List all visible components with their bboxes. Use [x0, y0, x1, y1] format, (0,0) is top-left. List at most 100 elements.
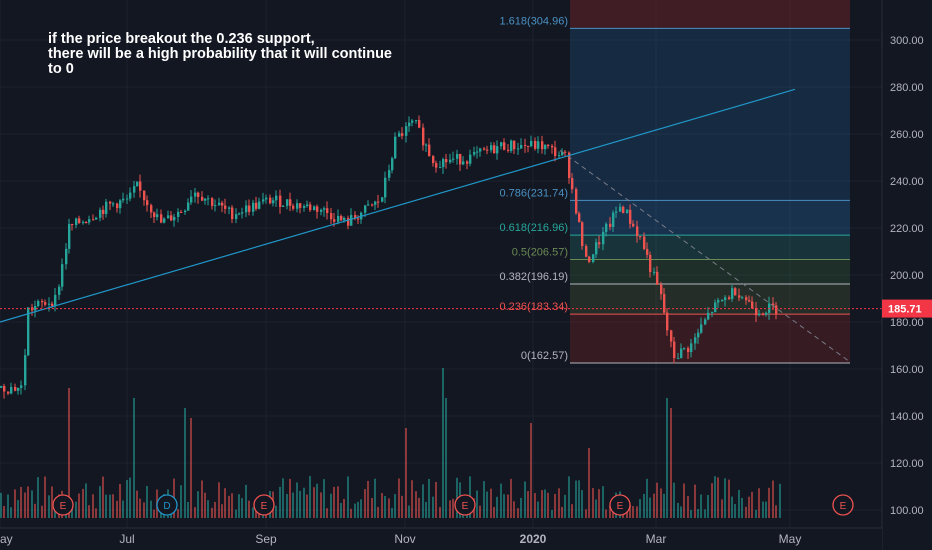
volume-bar — [394, 494, 396, 518]
volume-bar — [384, 495, 386, 518]
candle-body — [473, 152, 476, 155]
ascending-trendline — [0, 88, 796, 323]
volume-bar — [724, 478, 726, 518]
candle-body — [265, 197, 268, 200]
volume-bar — [551, 509, 553, 518]
volume-bar — [439, 506, 441, 518]
candle-body — [58, 286, 61, 295]
candle-body — [187, 202, 190, 211]
candle-body — [180, 211, 183, 213]
price-tick-label: 300.00 — [890, 35, 924, 47]
candle-body — [541, 141, 544, 150]
volume-bar — [643, 493, 645, 518]
volume-bar — [639, 499, 641, 518]
volume-bar — [371, 497, 373, 518]
candle-body — [660, 284, 663, 295]
volume-bar — [666, 398, 668, 518]
volume-bar — [609, 505, 611, 518]
volume-bar — [228, 495, 230, 518]
candle-body — [418, 120, 421, 128]
chart-annotation-text: if the price breakout the 0.236 support,… — [48, 32, 468, 77]
candle-body — [714, 302, 717, 313]
candle-body — [452, 158, 455, 160]
volume-bar — [418, 497, 420, 518]
volume-bar — [527, 491, 529, 518]
candle-body — [575, 189, 578, 214]
volume-bar — [721, 499, 723, 518]
candle-body — [286, 199, 289, 206]
volume-bar — [48, 495, 50, 518]
volume-bar — [422, 484, 424, 518]
candle-body — [14, 387, 17, 391]
time-tick-label: Jul — [119, 532, 134, 546]
volume-bar — [340, 502, 342, 518]
volume-bar — [374, 478, 376, 518]
volume-bar — [649, 497, 651, 518]
volume-bar — [707, 494, 709, 518]
volume-bar — [116, 500, 118, 518]
volume-bar — [197, 491, 199, 518]
candle-body — [54, 294, 57, 306]
candle-body — [435, 163, 438, 168]
volume-bar — [211, 507, 213, 518]
volume-bar — [17, 500, 19, 518]
candle-body — [493, 145, 496, 154]
candle-body — [544, 144, 547, 150]
candle-body — [670, 330, 673, 342]
fib-zone — [570, 200, 850, 236]
time-tick-label: Mar — [646, 532, 667, 546]
candle-body — [68, 224, 71, 249]
volume-bar — [745, 506, 747, 518]
candle-body — [724, 297, 727, 301]
volume-bar — [755, 509, 757, 518]
volume-bar — [524, 481, 526, 518]
candle-body — [680, 348, 683, 359]
candle-body — [228, 207, 231, 209]
candle-body — [751, 301, 754, 309]
candle-body — [626, 209, 629, 213]
fib-zone — [570, 259, 850, 284]
fib-level-label: 0(162.57) — [521, 350, 568, 362]
candle-body — [405, 126, 408, 136]
volume-bar — [255, 507, 257, 518]
volume-bar — [544, 489, 546, 518]
volume-bar — [629, 504, 631, 518]
volume-bar — [3, 505, 5, 518]
time-tick-label: Nov — [394, 532, 415, 546]
candle-body — [48, 303, 51, 305]
volume-bar — [513, 501, 515, 518]
volume-bar — [425, 501, 427, 518]
price-tick-label: 100.00 — [890, 505, 924, 517]
candle-body — [190, 196, 193, 203]
volume-bar — [741, 497, 743, 518]
volume-bar — [330, 493, 332, 518]
volume-bar — [105, 494, 107, 518]
candle-body — [704, 319, 707, 325]
candle-body — [456, 154, 459, 159]
volume-bar — [292, 492, 294, 518]
annotation-line: to 0 — [48, 61, 74, 77]
volume-bar — [490, 488, 492, 518]
volume-bar — [320, 492, 322, 518]
candle-body — [289, 199, 292, 206]
candle-body — [27, 307, 30, 356]
candle-body — [92, 219, 95, 221]
candle-body — [333, 219, 336, 222]
volume-bar — [646, 478, 648, 518]
volume-bar — [150, 500, 152, 518]
candle-body — [772, 303, 775, 306]
volume-bar — [126, 479, 128, 518]
volume-bar — [309, 475, 311, 518]
candle-body — [323, 208, 326, 210]
event-marker-label: E — [617, 501, 624, 512]
volume-bar — [694, 484, 696, 518]
candle-body — [741, 297, 744, 299]
candle-body — [694, 337, 697, 344]
price-tick-label: 120.00 — [890, 458, 924, 470]
candle-body — [561, 151, 564, 156]
candle-body — [609, 223, 612, 227]
volume-bar — [762, 501, 764, 518]
volume-bar — [146, 485, 148, 518]
volume-bar — [224, 488, 226, 518]
